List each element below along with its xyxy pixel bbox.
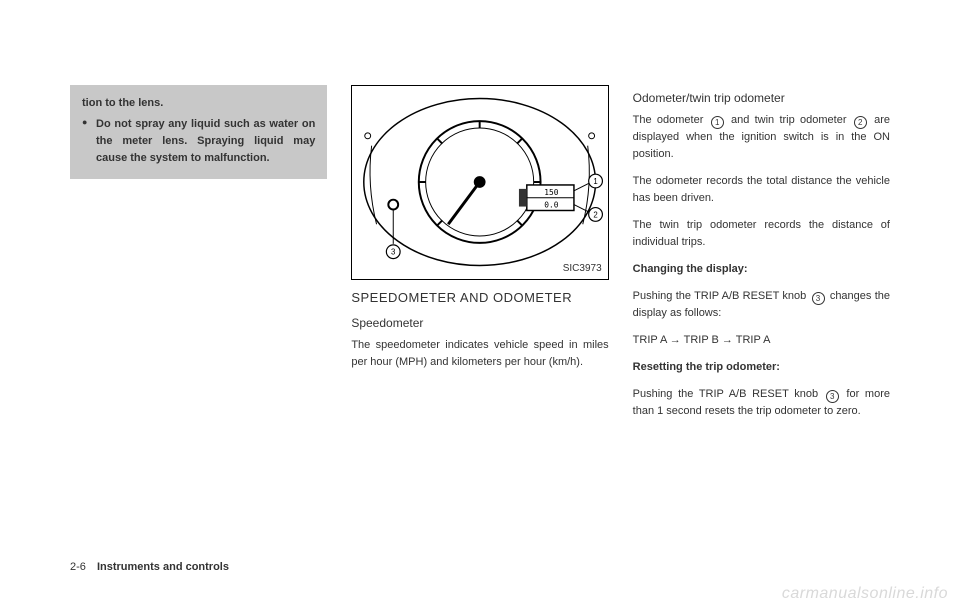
caution-bullet: Do not spray any liquid such as water on…	[82, 116, 315, 167]
subheading-speedometer: Speedometer	[351, 314, 608, 333]
text-fragment: Pushing the TRIP A/B RESET knob	[633, 290, 810, 302]
speedometer-description: The speedometer indicates vehicle speed …	[351, 337, 608, 371]
text-fragment: and twin trip odometer	[726, 114, 852, 126]
column-2: 150 0.0 1 2 3 SIC3973 SPEEDOMETER AND OD…	[351, 85, 608, 525]
svg-text:1: 1	[594, 177, 598, 186]
section-title: Instruments and controls	[97, 561, 229, 573]
marker-3-icon: 3	[826, 390, 839, 403]
odometer-trip: The twin trip odometer records the dista…	[633, 217, 890, 251]
svg-text:0.0: 0.0	[545, 201, 559, 210]
marker-1-icon: 1	[711, 116, 724, 129]
column-3: Odometer/twin trip odometer The odometer…	[633, 85, 890, 525]
trip-sequence: TRIP A → TRIP B → TRIP A	[633, 332, 890, 349]
svg-text:150: 150	[545, 188, 559, 197]
column-1: tion to the lens. Do not spray any liqui…	[70, 85, 327, 525]
odometer-total: The odometer records the total distance …	[633, 173, 890, 207]
svg-text:3: 3	[391, 248, 396, 257]
caution-continued: tion to the lens.	[82, 95, 315, 112]
text-fragment: Pushing the TRIP A/B RESET knob	[633, 388, 824, 400]
caution-list: Do not spray any liquid such as water on…	[82, 116, 315, 167]
changing-display-text: Pushing the TRIP A/B RESET knob 3 change…	[633, 288, 890, 322]
heading-speedometer-odometer: SPEEDOMETER AND ODOMETER	[351, 288, 608, 308]
watermark: carmanualsonline.info	[782, 585, 948, 603]
page-number: 2-6	[70, 561, 86, 573]
content-columns: tion to the lens. Do not spray any liqui…	[70, 85, 890, 525]
caution-box: tion to the lens. Do not spray any liqui…	[70, 85, 327, 179]
changing-display-heading: Changing the display:	[633, 261, 890, 278]
odometer-intro: The odometer 1 and twin trip odometer 2 …	[633, 112, 890, 163]
text-fragment: The odometer	[633, 114, 709, 126]
figure-code: SIC3973	[563, 261, 602, 277]
speedometer-diagram: 150 0.0 1 2 3	[352, 86, 607, 279]
resetting-heading: Resetting the trip odometer:	[633, 359, 890, 376]
page-footer: 2-6 Instruments and controls	[70, 561, 229, 573]
resetting-text: Pushing the TRIP A/B RESET knob 3 for mo…	[633, 386, 890, 420]
svg-text:2: 2	[594, 210, 598, 219]
speedometer-figure: 150 0.0 1 2 3 SIC3973	[351, 85, 608, 280]
marker-3-icon: 3	[812, 292, 825, 305]
subheading-odometer: Odometer/twin trip odometer	[633, 89, 890, 108]
marker-2-icon: 2	[854, 116, 867, 129]
